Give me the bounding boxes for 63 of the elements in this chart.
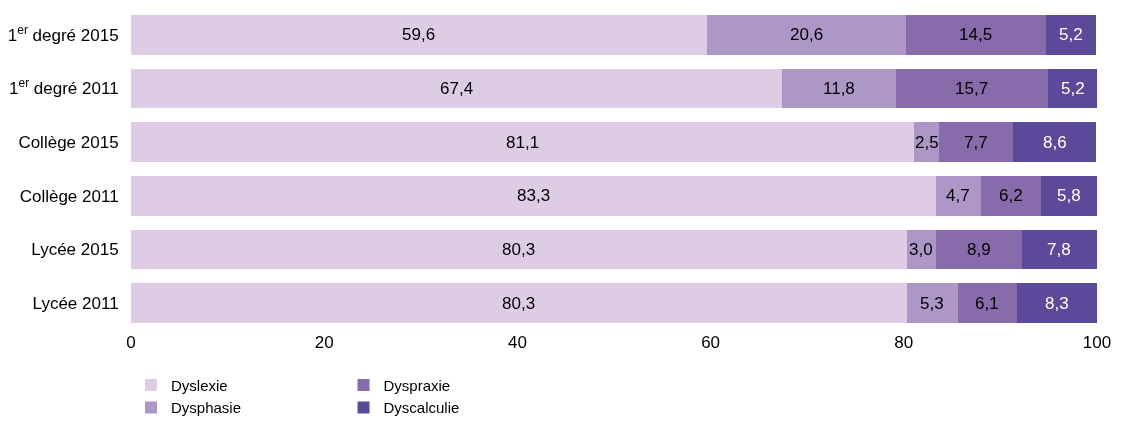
bar: [938, 122, 1013, 163]
bar: [131, 122, 915, 163]
bar: [1040, 175, 1097, 216]
y-tick-label: Lycée 2015: [31, 240, 119, 260]
y-tick-label: 1$^{er}$ degré 2011: [9, 76, 119, 99]
bar: [706, 14, 906, 55]
bar: [131, 68, 783, 109]
data-label: 80,3: [502, 240, 536, 259]
bar: [1047, 68, 1097, 109]
data-label: 5,3: [920, 294, 944, 313]
data-label: 3,0: [909, 240, 933, 259]
y-tick-label: Collège 2011: [19, 186, 119, 206]
x-tick-label: 0: [126, 333, 136, 352]
data-label: 6,1: [975, 294, 999, 313]
data-label: 15,7: [955, 79, 989, 98]
x-tick-label: 100: [1082, 333, 1112, 352]
data-label: 67,4: [440, 79, 474, 98]
bar: [957, 283, 1017, 324]
bar: [935, 175, 982, 216]
bar: [131, 14, 707, 55]
data-label: 7,8: [1047, 240, 1071, 259]
x-tick-label: 60: [701, 333, 721, 352]
y-tick-label: Lycée 2011: [32, 294, 119, 314]
bar: [1016, 283, 1097, 324]
bar: [981, 175, 1041, 216]
bar: [935, 229, 1022, 270]
data-label: 14,5: [959, 25, 993, 44]
data-label: 8,3: [1045, 294, 1069, 313]
data-label: 81,1: [506, 133, 540, 152]
bar: [896, 68, 1048, 109]
legend-label: Dysphasie: [171, 399, 242, 417]
data-label: 8,9: [967, 240, 991, 259]
x-tick-label: 20: [314, 333, 334, 352]
bar: [1045, 14, 1097, 55]
y-tick-label: Collège 2015: [18, 133, 119, 153]
x-tick-label: 80: [894, 333, 914, 352]
data-label: 8,6: [1043, 133, 1067, 152]
legend-label: Dyslexie: [171, 376, 228, 394]
data-label: 6,2: [999, 186, 1023, 205]
data-label: 11,8: [823, 79, 855, 98]
bar: [914, 122, 939, 163]
data-label: 2,5: [915, 133, 939, 152]
bar: [782, 68, 897, 109]
bar: [906, 283, 958, 324]
data-label: 5,8: [1057, 186, 1081, 205]
bar: [131, 283, 907, 324]
y-tick-label: 1$^{er}$ degré 2015: [7, 22, 119, 45]
data-label: 4,7: [946, 186, 970, 205]
x-tick-label: 40: [507, 333, 527, 352]
data-label: 80,3: [502, 294, 536, 313]
bar: [131, 229, 907, 270]
bar: [131, 175, 936, 216]
bar: [1021, 229, 1097, 270]
data-label: 5,2: [1061, 79, 1085, 98]
data-label: 7,7: [964, 133, 988, 152]
data-label: 83,3: [517, 186, 551, 205]
data-label: 20,6: [790, 25, 824, 44]
bar: [1012, 122, 1097, 163]
legend-label: Dyscalculie: [383, 399, 460, 417]
data-label: 59,6: [402, 25, 436, 44]
data-label: 5,2: [1059, 25, 1083, 44]
legend-label: Dyspraxie: [383, 376, 451, 394]
bar: [905, 14, 1046, 55]
